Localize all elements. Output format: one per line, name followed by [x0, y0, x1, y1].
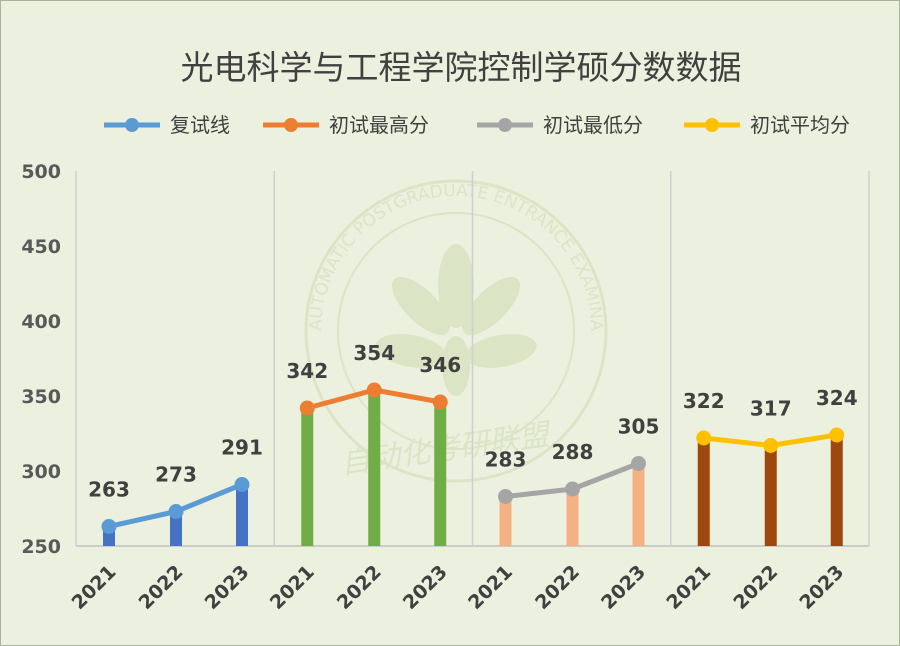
data-label: 291: [221, 436, 263, 460]
data-label: 263: [88, 478, 130, 502]
data-label: 346: [419, 353, 461, 377]
data-bar: [632, 463, 645, 546]
data-point: [763, 438, 779, 453]
watermark-inner-ring: [337, 212, 575, 450]
x-tick-label: 2022: [531, 561, 584, 614]
data-label: 317: [750, 397, 792, 421]
data-label: 322: [683, 389, 725, 413]
legend-item: 复试线: [104, 113, 230, 137]
x-tick-label: 2021: [266, 561, 319, 614]
data-bar: [301, 408, 314, 546]
legend-label: 初试最高分: [329, 113, 429, 137]
legend: 复试线 初试最高分 初试最低分 初试平均分: [104, 113, 850, 137]
legend-item: 初试最低分: [477, 113, 643, 137]
data-label: 324: [816, 386, 858, 410]
data-point: [101, 519, 117, 534]
data-point: [498, 489, 513, 504]
data-point: [829, 427, 845, 443]
x-tick-label: 2021: [68, 561, 121, 614]
data-bar: [697, 438, 710, 546]
group-separators: [75, 171, 870, 546]
x-tick-label: 2021: [662, 561, 715, 614]
legend-swatch-marker: [125, 118, 139, 132]
x-tick-label: 2023: [399, 561, 452, 614]
chart-title: 光电科学与工程学院控制学硕分数数据: [181, 48, 742, 87]
y-tick-label: 400: [21, 311, 61, 333]
legend-item: 初试最高分: [263, 113, 429, 137]
legend-label: 初试平均分: [750, 113, 850, 137]
x-tick-label: 2021: [464, 561, 517, 614]
data-point: [631, 456, 646, 471]
x-tick-label: 2022: [729, 561, 782, 614]
x-tick-label: 2022: [333, 561, 386, 614]
legend-item: 初试平均分: [684, 113, 850, 137]
data-bar: [368, 390, 381, 546]
data-bar: [830, 435, 843, 546]
y-tick-label: 500: [21, 161, 61, 183]
data-point: [565, 481, 580, 497]
x-tick-label: 2022: [135, 561, 188, 614]
data-label: 288: [552, 440, 594, 464]
watermark-ring: [304, 179, 608, 483]
data-point: [299, 400, 315, 416]
series-group: 322 317 324 2021 2022 2023: [662, 386, 857, 614]
legend-label: 初试最低分: [543, 113, 643, 137]
data-point: [234, 477, 250, 492]
data-bar: [566, 489, 579, 546]
series-group: 263 273 291 2021 2022 2023: [68, 436, 263, 614]
legend-swatch-marker: [284, 118, 298, 132]
x-tick-label: 2023: [795, 561, 848, 614]
y-tick-label: 250: [21, 536, 61, 558]
data-bar: [236, 484, 248, 546]
y-tick-label: 350: [21, 386, 61, 408]
data-label: 273: [155, 463, 197, 487]
data-label: 342: [286, 359, 328, 383]
data-label: 283: [485, 448, 527, 472]
x-tick-label: 2023: [201, 561, 254, 614]
data-point: [366, 382, 382, 398]
data-bar: [170, 511, 182, 546]
legend-swatch-marker: [498, 118, 512, 132]
y-tick-label: 450: [21, 236, 61, 258]
watermark-leaves: [375, 244, 537, 396]
data-point: [696, 430, 712, 446]
data-point: [168, 504, 184, 519]
data-bar: [499, 496, 512, 546]
legend-swatch-marker: [705, 118, 719, 132]
data-point: [432, 394, 448, 410]
data-label: 354: [353, 341, 395, 365]
legend-label: 复试线: [170, 113, 230, 137]
y-tick-label: 300: [21, 461, 61, 483]
data-label: 305: [618, 415, 660, 439]
x-tick-label: 2023: [597, 561, 650, 614]
data-bar: [434, 402, 447, 546]
data-bar: [764, 445, 777, 546]
